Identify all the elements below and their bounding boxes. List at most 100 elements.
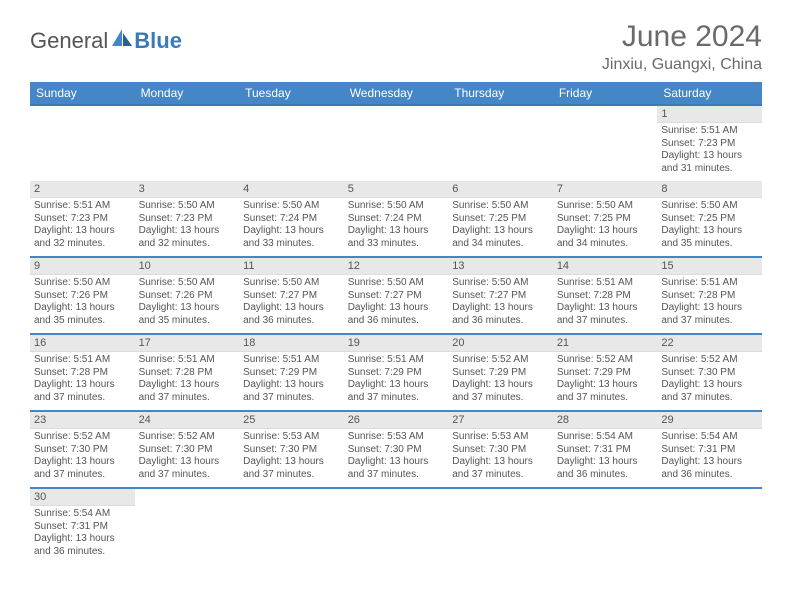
day-body: Sunrise: 5:54 AMSunset: 7:31 PMDaylight:… [30,506,135,564]
sunrise-line: Sunrise: 5:51 AM [34,354,131,367]
daylight-line: Daylight: 13 hours and 37 minutes. [661,379,758,404]
sunrise-line: Sunrise: 5:50 AM [348,200,445,213]
calendar-cell: 18Sunrise: 5:51 AMSunset: 7:29 PMDayligh… [239,334,344,411]
sunrise-line: Sunrise: 5:50 AM [557,200,654,213]
daylight-line: Daylight: 13 hours and 37 minutes. [34,379,131,404]
sunrise-line: Sunrise: 5:53 AM [452,431,549,444]
sunset-line: Sunset: 7:23 PM [34,213,131,226]
sunset-line: Sunset: 7:28 PM [661,290,758,303]
daylight-line: Daylight: 13 hours and 37 minutes. [139,456,236,481]
calendar-cell: 13Sunrise: 5:50 AMSunset: 7:27 PMDayligh… [448,257,553,334]
sunset-line: Sunset: 7:30 PM [243,444,340,457]
day-number: 1 [657,106,762,123]
calendar-row: 1Sunrise: 5:51 AMSunset: 7:23 PMDaylight… [30,105,762,181]
sunset-line: Sunset: 7:27 PM [452,290,549,303]
sunrise-line: Sunrise: 5:52 AM [557,354,654,367]
day-body: Sunrise: 5:52 AMSunset: 7:29 PMDaylight:… [553,352,658,410]
sunrise-line: Sunrise: 5:51 AM [139,354,236,367]
day-number: 24 [135,412,240,429]
calendar-cell [657,488,762,564]
sunset-line: Sunset: 7:25 PM [557,213,654,226]
sunset-line: Sunset: 7:26 PM [34,290,131,303]
calendar-cell: 22Sunrise: 5:52 AMSunset: 7:30 PMDayligh… [657,334,762,411]
calendar-cell: 26Sunrise: 5:53 AMSunset: 7:30 PMDayligh… [344,411,449,488]
sunset-line: Sunset: 7:23 PM [661,138,758,151]
weekday-sat: Saturday [657,82,762,105]
day-body: Sunrise: 5:50 AMSunset: 7:24 PMDaylight:… [239,198,344,256]
day-number: 3 [135,181,240,198]
calendar-cell: 19Sunrise: 5:51 AMSunset: 7:29 PMDayligh… [344,334,449,411]
daylight-line: Daylight: 13 hours and 37 minutes. [34,456,131,481]
sunset-line: Sunset: 7:24 PM [243,213,340,226]
sunset-line: Sunset: 7:31 PM [34,521,131,534]
day-number: 17 [135,335,240,352]
calendar-cell: 29Sunrise: 5:54 AMSunset: 7:31 PMDayligh… [657,411,762,488]
daylight-line: Daylight: 13 hours and 37 minutes. [557,302,654,327]
day-body: Sunrise: 5:51 AMSunset: 7:28 PMDaylight:… [30,352,135,410]
weekday-wed: Wednesday [344,82,449,105]
sunrise-line: Sunrise: 5:53 AM [243,431,340,444]
day-body: Sunrise: 5:50 AMSunset: 7:23 PMDaylight:… [135,198,240,256]
calendar-cell [344,488,449,564]
day-number: 21 [553,335,658,352]
daylight-line: Daylight: 13 hours and 37 minutes. [243,456,340,481]
sunrise-line: Sunrise: 5:50 AM [139,277,236,290]
daylight-line: Daylight: 13 hours and 36 minutes. [661,456,758,481]
sunrise-line: Sunrise: 5:51 AM [348,354,445,367]
calendar-cell: 25 Sunrise: 5:53 AMSunset: 7:30 PMDayligh… [239,411,344,488]
sunset-line: Sunset: 7:25 PM [452,213,549,226]
day-body: Sunrise: 5:52 AMSunset: 7:30 PMDaylight:… [135,429,240,487]
calendar-cell [553,105,658,181]
sunrise-line: Sunrise: 5:54 AM [34,508,131,521]
calendar-cell [239,105,344,181]
calendar-cell: 9Sunrise: 5:50 AMSunset: 7:26 PMDaylight… [30,257,135,334]
daylight-line: Daylight: 13 hours and 37 minutes. [557,379,654,404]
day-body: Sunrise: 5:53 AMSunset: 7:30 PMDaylight:… [344,429,449,487]
day-body: Sunrise: 5:52 AMSunset: 7:30 PMDaylight:… [30,429,135,487]
calendar-cell: 2Sunrise: 5:51 AMSunset: 7:23 PMDaylight… [30,181,135,257]
sunrise-line: Sunrise: 5:50 AM [243,200,340,213]
month-title: June 2024 [602,20,762,54]
calendar-cell: 10Sunrise: 5:50 AMSunset: 7:26 PMDayligh… [135,257,240,334]
weekday-sun: Sunday [30,82,135,105]
day-body: Sunrise: 5:51 AMSunset: 7:29 PMDaylight:… [344,352,449,410]
sunrise-line: Sunrise: 5:52 AM [452,354,549,367]
calendar-cell: 27Sunrise: 5:53 AMSunset: 7:30 PMDayligh… [448,411,553,488]
daylight-line: Daylight: 13 hours and 34 minutes. [557,225,654,250]
daylight-line: Daylight: 13 hours and 35 minutes. [139,302,236,327]
day-number: 5 [344,181,449,198]
daylight-line: Daylight: 13 hours and 33 minutes. [348,225,445,250]
day-number: 14 [553,258,658,275]
calendar-cell: 11Sunrise: 5:50 AMSunset: 7:27 PMDayligh… [239,257,344,334]
calendar-row: 9Sunrise: 5:50 AMSunset: 7:26 PMDaylight… [30,257,762,334]
sunrise-line: Sunrise: 5:51 AM [661,277,758,290]
calendar-row: 23Sunrise: 5:52 AMSunset: 7:30 PMDayligh… [30,411,762,488]
day-number: 29 [657,412,762,429]
sunset-line: Sunset: 7:25 PM [661,213,758,226]
day-body: Sunrise: 5:50 AMSunset: 7:26 PMDaylight:… [135,275,240,333]
daylight-line: Daylight: 13 hours and 37 minutes. [243,379,340,404]
calendar-cell: 21Sunrise: 5:52 AMSunset: 7:29 PMDayligh… [553,334,658,411]
calendar-cell: 16Sunrise: 5:51 AMSunset: 7:28 PMDayligh… [30,334,135,411]
sunset-line: Sunset: 7:31 PM [557,444,654,457]
sunrise-line: Sunrise: 5:50 AM [452,277,549,290]
calendar-cell: 14Sunrise: 5:51 AMSunset: 7:28 PMDayligh… [553,257,658,334]
calendar-cell: 15Sunrise: 5:51 AMSunset: 7:28 PMDayligh… [657,257,762,334]
day-number: 27 [448,412,553,429]
daylight-line: Daylight: 13 hours and 34 minutes. [452,225,549,250]
daylight-line: Daylight: 13 hours and 37 minutes. [452,456,549,481]
calendar-cell: 28Sunrise: 5:54 AMSunset: 7:31 PMDayligh… [553,411,658,488]
calendar-cell: 30Sunrise: 5:54 AMSunset: 7:31 PMDayligh… [30,488,135,564]
calendar-cell: 12Sunrise: 5:50 AMSunset: 7:27 PMDayligh… [344,257,449,334]
daylight-line: Daylight: 13 hours and 37 minutes. [452,379,549,404]
day-number: 20 [448,335,553,352]
day-number: 25 [239,412,344,429]
sunrise-line: Sunrise: 5:50 AM [348,277,445,290]
weekday-thu: Thursday [448,82,553,105]
calendar-cell [448,105,553,181]
sunset-line: Sunset: 7:29 PM [452,367,549,380]
sunrise-line: Sunrise: 5:53 AM [348,431,445,444]
day-number: 22 [657,335,762,352]
calendar-row: 30Sunrise: 5:54 AMSunset: 7:31 PMDayligh… [30,488,762,564]
weekday-tue: Tuesday [239,82,344,105]
